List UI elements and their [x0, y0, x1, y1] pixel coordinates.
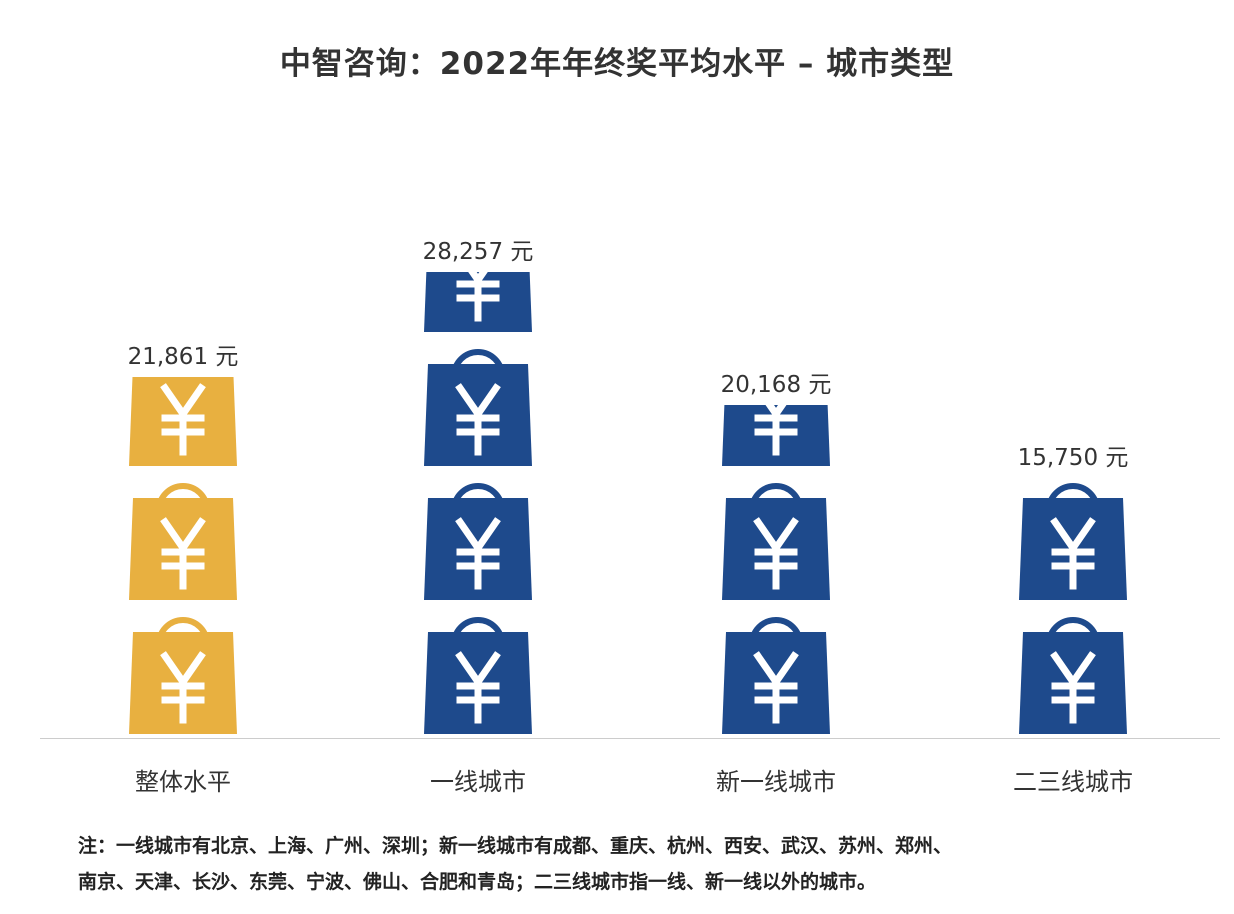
yen-shopping-bag-icon: [424, 349, 532, 466]
bar: [716, 405, 836, 738]
data-label: 15,750 元: [1017, 445, 1129, 472]
bar: [1013, 478, 1133, 738]
yen-shopping-bag-icon: [424, 271, 532, 332]
yen-shopping-bag-icon: [722, 617, 830, 734]
footnote-line: 南京、天津、长沙、东莞、宁波、佛山、合肥和青岛；二三线城市指一线、新一线以外的城…: [78, 871, 877, 893]
x-tick-label: 新一线城市: [716, 768, 836, 796]
bag-stack: [123, 377, 243, 738]
footnote: 注：一线城市有北京、上海、广州、深圳；新一线城市有成都、重庆、杭州、西安、武汉、…: [78, 828, 1218, 900]
x-tick-label: 一线城市: [430, 768, 526, 796]
yen-shopping-bag-icon: [722, 483, 830, 600]
x-tick-label: 整体水平: [135, 768, 231, 796]
bag-stack: [1013, 478, 1133, 738]
yen-shopping-bag-icon: [424, 617, 532, 734]
bag-stack: [418, 271, 538, 738]
data-label: 21,861 元: [127, 344, 239, 371]
yen-shopping-bag-icon: [129, 617, 237, 734]
yen-shopping-bag-icon: [1019, 617, 1127, 734]
yen-shopping-bag-icon: [722, 405, 830, 466]
x-axis-line: [40, 738, 1220, 739]
yen-shopping-bag-icon: [424, 483, 532, 600]
x-tick-label: 二三线城市: [1013, 768, 1133, 796]
footnote-line: 注：一线城市有北京、上海、广州、深圳；新一线城市有成都、重庆、杭州、西安、武汉、…: [78, 835, 953, 857]
data-label: 20,168 元: [720, 372, 832, 399]
yen-shopping-bag-icon: [1019, 483, 1127, 600]
bag-stack: [716, 405, 836, 738]
bar: [418, 271, 538, 738]
chart-title: 中智咨询：2022年年终奖平均水平 – 城市类型: [279, 46, 955, 82]
yen-shopping-bag-icon: [129, 377, 237, 466]
yen-shopping-bag-icon: [129, 483, 237, 600]
data-label: 28,257 元: [422, 238, 534, 265]
bar: [123, 377, 243, 738]
